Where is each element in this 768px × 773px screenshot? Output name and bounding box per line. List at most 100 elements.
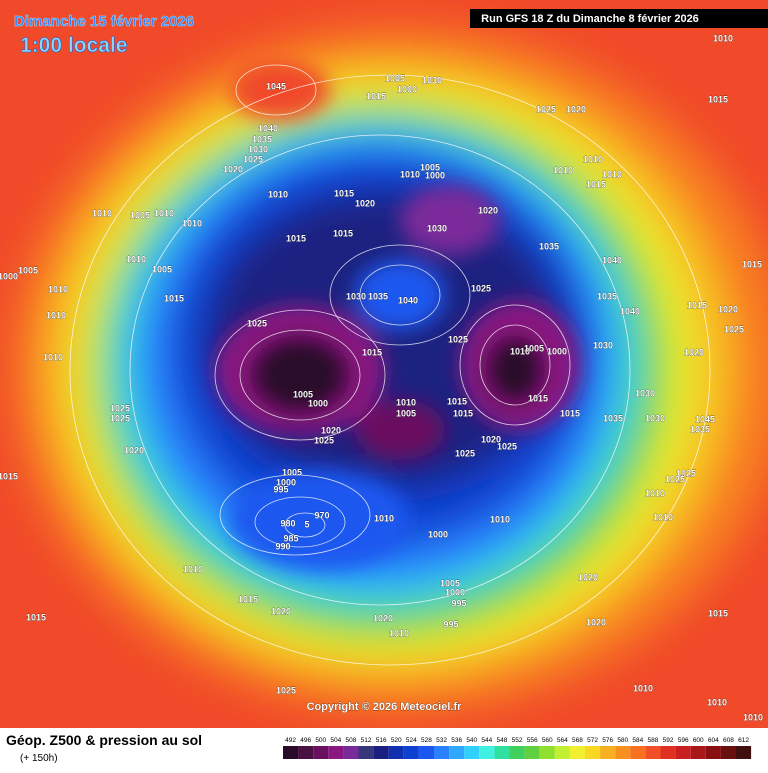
legend-swatch [645,746,661,759]
legend-label: 544 [481,737,492,744]
pressure-label: 1005 [420,162,440,172]
pressure-label: 1025 [314,435,334,445]
pressure-label: 1010 [633,683,653,693]
pressure-label: 1040 [398,295,418,305]
pressure-label: 1010 [46,310,66,320]
legend-label: 512 [361,737,372,744]
copyright: Copyright © 2026 Meteociel.fr [307,701,463,713]
legend-label: 572 [587,737,598,744]
legend-swatch [660,746,676,759]
legend-label: 612 [738,737,749,744]
legend-label: 560 [542,737,553,744]
pressure-label: 1010 [602,169,622,179]
pressure-label: 1030 [422,75,442,85]
legend-label: 592 [663,737,674,744]
legend-label: 580 [617,737,628,744]
pressure-label: 1015 [528,393,548,403]
pressure-label: 1015 [362,347,382,357]
pressure-label: 1025 [536,104,556,114]
legend-label: 504 [330,737,341,744]
pressure-label: 1010 [645,488,665,498]
pressure-label: 1020 [355,198,375,208]
pressure-label: 1015 [687,300,707,310]
pressure-label: 1025 [676,468,696,478]
pressure-label: 1015 [742,259,762,269]
legend-swatch [600,746,616,759]
pressure-label: 1020 [586,617,606,627]
pressure-label: 1035 [539,241,559,251]
pressure-label: 1025 [497,441,517,451]
legend-label: 584 [632,737,643,744]
pressure-label: 1010 [510,346,530,356]
pressure-label: 1010 [183,564,203,574]
pressure-label: 995 [273,484,288,494]
legend-swatch [690,746,706,759]
pressure-label: 1010 [374,513,394,523]
pressure-label: 5 [304,519,309,529]
pressure-label: 1010 [43,352,63,362]
pressure-label: 1035 [252,134,272,144]
forecast-date: Dimanche 15 février 2026 [14,13,194,30]
pressure-label: 1010 [396,397,416,407]
pressure-label: 1010 [48,284,68,294]
legend-swatch [720,746,736,759]
pressure-label: 1005 [293,389,313,399]
pressure-label: 1015 [708,94,728,104]
pressure-label: 990 [275,541,290,551]
legend-swatch [418,746,434,759]
legend-label: 588 [648,737,659,744]
legend-swatch [313,746,329,759]
pressure-label: 1030 [645,413,665,423]
pressure-label: 1010 [389,628,409,638]
pressure-label: 1000 [428,529,448,539]
pressure-label: 1020 [321,425,341,435]
pressure-label: 1010 [553,165,573,175]
pressure-label: 1010 [154,208,174,218]
pressure-label: 1005 [524,343,544,353]
pressure-label: 1015 [586,179,606,189]
pressure-label: 1000 [308,398,328,408]
pressure-label: 1020 [271,606,291,616]
pressure-label: 1020 [481,434,501,444]
pressure-label: 1025 [448,334,468,344]
pressure-label: 1005 [440,578,460,588]
pressure-label: 1035 [368,291,388,301]
pressure-label: 1035 [603,413,623,423]
legend-label: 552 [512,737,523,744]
pressure-label: 1030 [346,291,366,301]
legend-swatch [569,746,585,759]
pressure-label: 1025 [665,474,685,484]
legend-swatch [736,746,752,759]
legend-label: 528 [421,737,432,744]
pressure-label: 1010 [400,169,420,179]
pressure-label: 1025 [471,283,491,293]
pressure-label: 1010 [713,33,733,43]
legend-swatch [509,746,525,759]
pressure-label: 1015 [238,594,258,604]
pressure-label: 1010 [126,254,146,264]
pressure-label: 1005 [385,73,405,83]
legend-swatch [630,746,646,759]
pressure-label: 1015 [26,612,46,622]
legend-label: 564 [557,737,568,744]
legend-label: 548 [497,737,508,744]
pressure-label: 970 [314,510,329,520]
legend-label: 524 [406,737,417,744]
pressure-label: 1025 [455,448,475,458]
legend-swatch [539,746,555,759]
legend-swatch [343,746,359,759]
legend-swatch [675,746,691,759]
pressure-label: 1045 [266,81,286,91]
pressure-label: 1005 [18,265,38,275]
pressure-label: 1005 [282,467,302,477]
pressure-label: 1015 [366,91,386,101]
pressure-label: 995 [443,619,458,629]
pressure-label: 1020 [718,304,738,314]
pressure-label: 985 [283,533,298,543]
legend-label: 540 [466,737,477,744]
pressure-label: 1015 [447,396,467,406]
legend-label: 600 [693,737,704,744]
legend-swatch [585,746,601,759]
pressure-label: 1040 [602,255,622,265]
